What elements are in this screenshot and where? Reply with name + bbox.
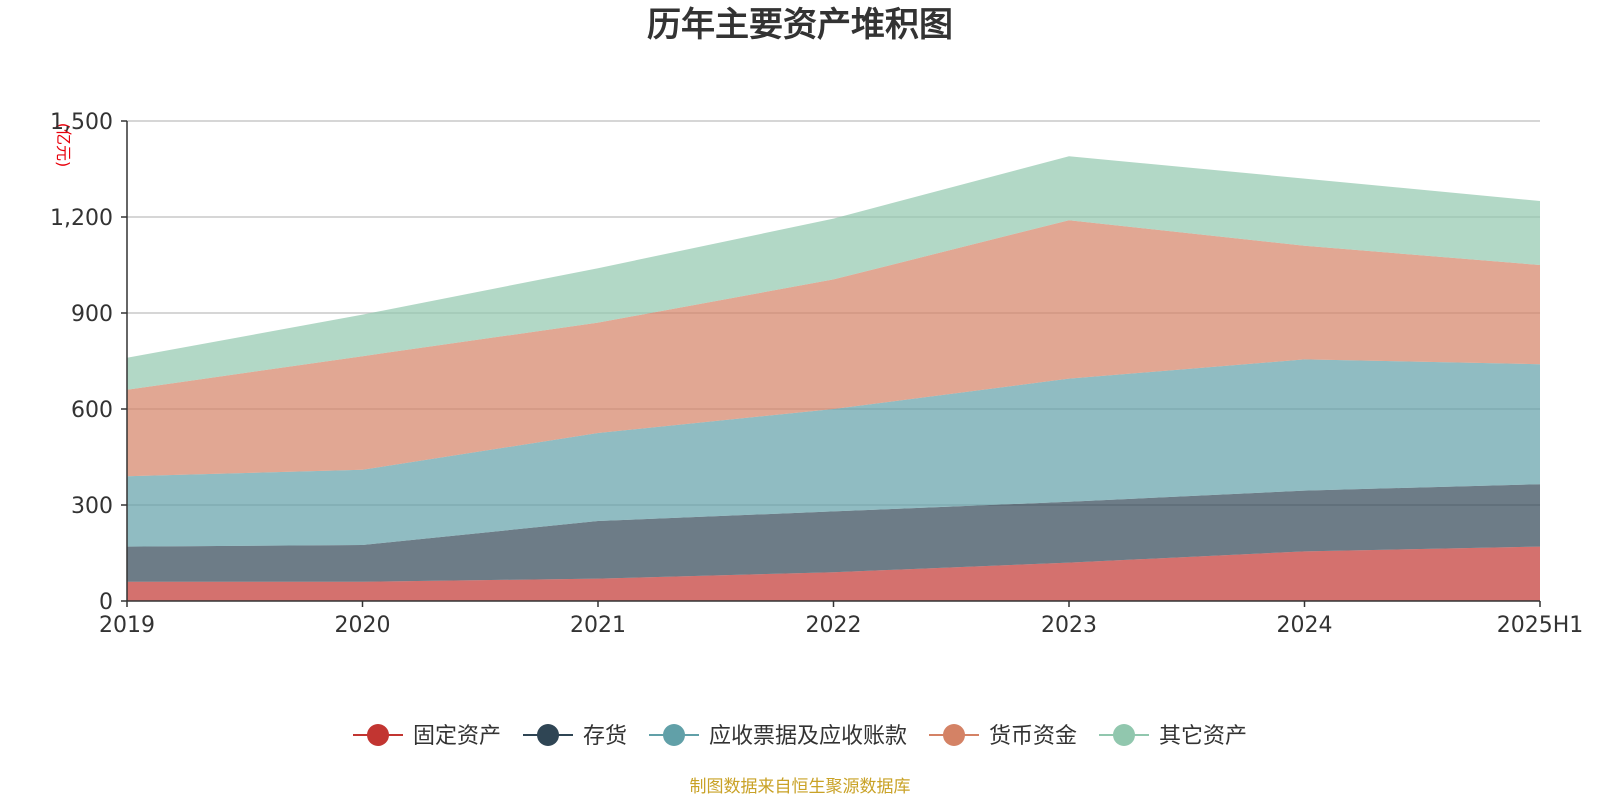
area-series-2 [127, 484, 1540, 582]
legend-item[interactable]: 存货 [523, 724, 627, 749]
y-tick-label: 900 [71, 302, 113, 327]
area-series-5 [127, 156, 1540, 390]
x-tick-label: 2020 [335, 613, 391, 638]
legend-item[interactable]: 货币资金 [929, 724, 1077, 749]
area-series-3 [127, 359, 1540, 547]
legend-label: 应收票据及应收账款 [709, 724, 907, 749]
legend-circle-icon [663, 724, 685, 746]
legend-label: 货币资金 [989, 724, 1077, 749]
area-series-layer [127, 156, 1540, 601]
x-tick-label: 2024 [1277, 613, 1333, 638]
legend-label: 固定资产 [413, 724, 501, 749]
legend-circle-icon [367, 724, 389, 746]
y-axis-unit: (亿元) [54, 123, 73, 168]
legend-item[interactable]: 应收票据及应收账款 [649, 724, 907, 749]
area-series-1 [127, 546, 1540, 601]
y-tick-label: 600 [71, 398, 113, 423]
legend: 固定资产 存货 应收票据及应收账款 货币资金 其它资产 [353, 724, 1247, 749]
y-tick-label: 300 [71, 494, 113, 519]
legend-circle-icon [943, 724, 965, 746]
y-tick-label: 1,200 [50, 206, 113, 231]
y-tick-label: 1,500 [50, 110, 113, 135]
legend-item[interactable]: 其它资产 [1099, 724, 1247, 749]
area-series-4 [127, 220, 1540, 477]
x-tick-label: 2022 [806, 613, 862, 638]
legend-label: 其它资产 [1159, 724, 1247, 749]
x-tick-label: 2023 [1041, 613, 1097, 638]
legend-item[interactable]: 固定资产 [353, 724, 501, 749]
x-tick-label: 2019 [99, 613, 155, 638]
x-tick-label: 2021 [570, 613, 626, 638]
y-tick-label: 0 [99, 590, 113, 615]
legend-circle-icon [537, 724, 559, 746]
chart-title: 历年主要资产堆积图 [647, 5, 953, 45]
legend-label: 存货 [583, 724, 627, 749]
x-tick-label: 2025H1 [1497, 613, 1584, 638]
legend-circle-icon [1113, 724, 1135, 746]
source-note: 制图数据来自恒生聚源数据库 [690, 777, 911, 797]
axes: 0 300 600 900 1,200 1,500 2019 2020 2021 2022 2023… [50, 110, 1583, 638]
